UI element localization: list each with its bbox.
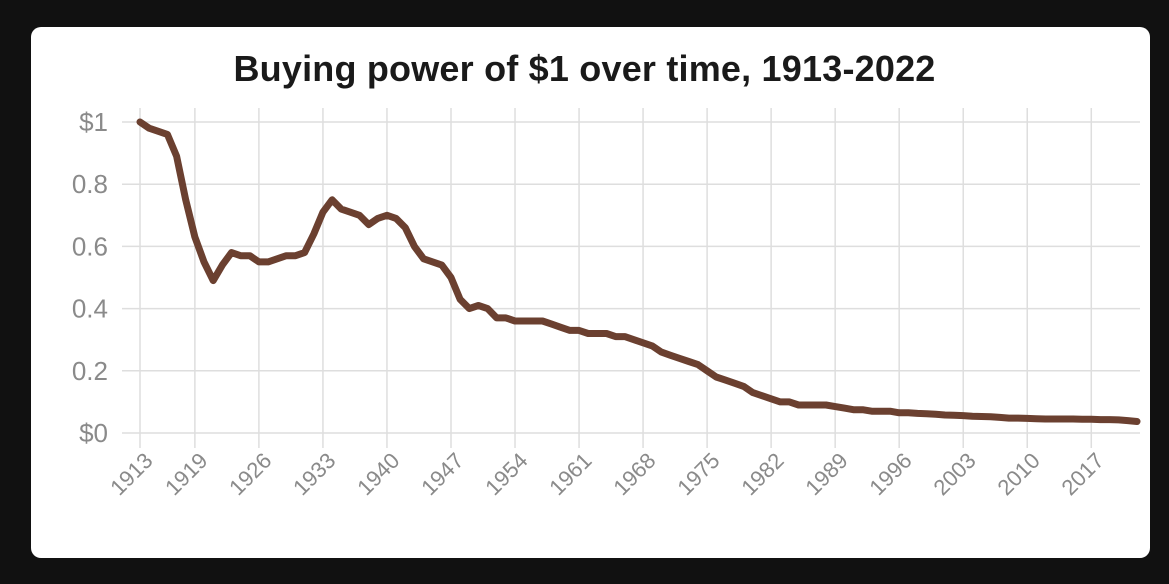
y-tick-label: $0 — [79, 418, 108, 448]
x-tick-label: 1961 — [544, 448, 596, 500]
x-tick-label: 1919 — [160, 448, 212, 500]
series-line — [136, 118, 1141, 425]
x-tick-label: 1926 — [224, 448, 276, 500]
x-tick-label: 1913 — [105, 448, 157, 500]
y-tick-label: 0.4 — [72, 294, 108, 324]
x-tick-label: 1968 — [608, 448, 660, 500]
x-tick-label: 1954 — [480, 448, 532, 500]
x-tick-label: 1940 — [352, 448, 404, 500]
x-tick-label: 1996 — [864, 448, 916, 500]
x-tick-label: 1933 — [288, 448, 340, 500]
y-tick-label: 0.8 — [72, 169, 108, 199]
x-tick-label: 2003 — [928, 448, 980, 500]
y-tick-label: 0.2 — [72, 356, 108, 386]
x-tick-label: 2017 — [1057, 448, 1109, 500]
chart-title: Buying power of $1 over time, 1913-2022 — [233, 48, 936, 89]
y-axis-ticks: $1 0.8 0.6 0.4 0.2 $0 — [72, 107, 108, 448]
x-tick-label: 1982 — [736, 448, 788, 500]
y-tick-label: $1 — [79, 107, 108, 137]
y-tick-label: 0.6 — [72, 231, 108, 261]
series-group — [136, 118, 1141, 425]
gridlines — [122, 108, 1140, 448]
x-tick-label: 1975 — [672, 448, 724, 500]
x-tick-label: 2010 — [992, 448, 1044, 500]
x-axis-ticks: 1913 1919 1926 1933 1940 1947 1954 1961 1968 1975… — [105, 448, 1109, 500]
x-tick-label: 1989 — [800, 448, 852, 500]
x-tick-label: 1947 — [416, 448, 468, 500]
